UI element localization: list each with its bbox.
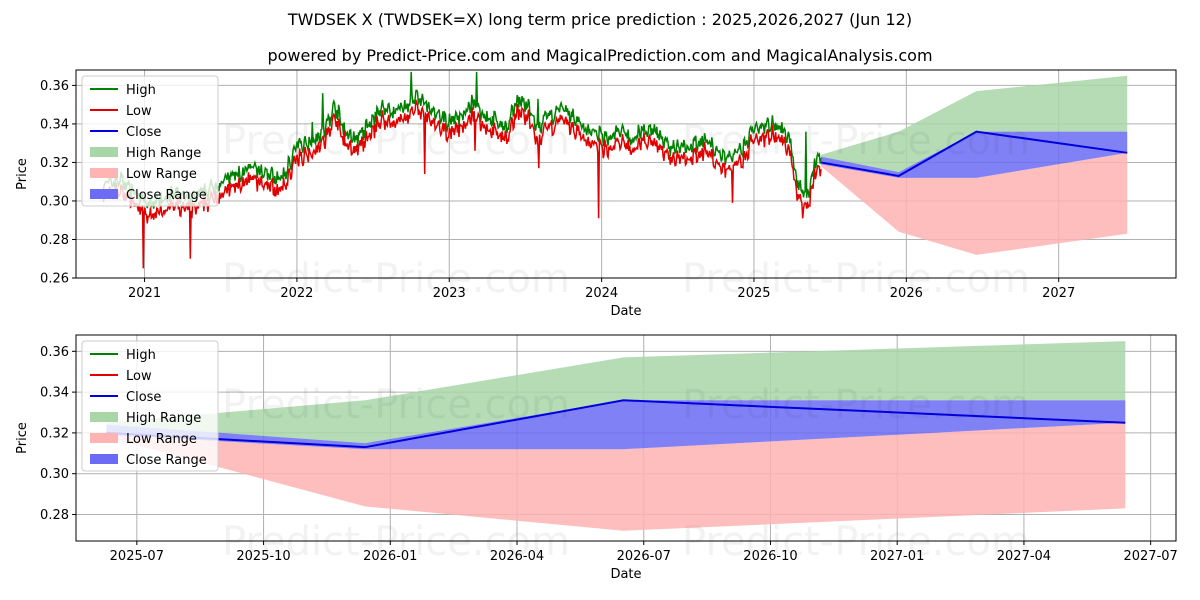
watermark: Predict-Price.com bbox=[222, 519, 570, 565]
high-range-band bbox=[821, 75, 1128, 173]
x-tick-label: 2026-07 bbox=[617, 549, 671, 564]
watermark: Predict-Price.com bbox=[682, 118, 1030, 164]
chart-subtitle: powered by Predict-Price.com and Magical… bbox=[267, 46, 933, 65]
x-tick-label: 2022 bbox=[280, 286, 313, 301]
x-axis-label: Date bbox=[610, 304, 641, 319]
close-range-band bbox=[821, 131, 1128, 178]
x-tick-label: 2026-10 bbox=[743, 549, 797, 564]
legend-swatch bbox=[90, 147, 118, 157]
y-axis-label: Price bbox=[15, 422, 30, 454]
low-range-band bbox=[106, 422, 1126, 531]
low-range-band bbox=[821, 152, 1128, 255]
y-tick-label: 0.28 bbox=[40, 233, 69, 248]
watermark: Predict-Price.com bbox=[222, 256, 570, 302]
y-tick-label: 0.32 bbox=[40, 426, 69, 441]
watermark: Predict-Price.com bbox=[682, 256, 1030, 302]
legend: High Low Close High Range Low Range Close Ran… bbox=[81, 75, 219, 207]
legend-label: Low bbox=[126, 104, 152, 119]
legend-swatch bbox=[90, 168, 118, 178]
close-range-band bbox=[106, 400, 1126, 450]
x-tick-label: 2026-04 bbox=[490, 549, 544, 564]
x-tick-label: 2021 bbox=[128, 286, 161, 301]
high-series-line bbox=[102, 71, 822, 209]
y-tick-label: 0.34 bbox=[40, 386, 69, 401]
plot-area: Predict-Price.com Predict-Price.com bbox=[102, 71, 1128, 269]
legend-swatch bbox=[90, 189, 118, 199]
y-tick-label: 0.36 bbox=[40, 79, 69, 94]
chart-title: TWDSEK X (TWDSEK=X) long term price pred… bbox=[287, 10, 913, 29]
x-tick-label: 2025 bbox=[737, 286, 770, 301]
x-tick-label: 2026-01 bbox=[363, 549, 417, 564]
x-tick-label: 2027-01 bbox=[870, 549, 924, 564]
legend-label: High bbox=[126, 83, 156, 98]
legend-label: Close Range bbox=[126, 188, 207, 203]
x-tick-label: 2025-10 bbox=[236, 549, 290, 564]
x-tick-label: 2024 bbox=[585, 286, 618, 301]
y-tick-label: 0.30 bbox=[40, 194, 69, 209]
x-tick-label: 2026 bbox=[890, 286, 923, 301]
legend-label: Low Range bbox=[126, 432, 197, 447]
y-tick-label: 0.28 bbox=[40, 508, 69, 523]
x-tick-label: 2027 bbox=[1042, 286, 1075, 301]
legend-swatch bbox=[90, 454, 118, 464]
legend-label: High Range bbox=[126, 146, 201, 161]
y-tick-label: 0.26 bbox=[40, 272, 69, 287]
x-tick-label: 2027-07 bbox=[1123, 549, 1177, 564]
legend-label: Close bbox=[126, 125, 161, 140]
legend-swatch bbox=[90, 433, 118, 443]
low-series-line bbox=[102, 99, 822, 269]
x-axis-label: Date bbox=[610, 567, 641, 582]
axes-frame bbox=[75, 69, 1177, 279]
legend-label: High bbox=[126, 348, 156, 363]
y-tick-label: 0.30 bbox=[40, 467, 69, 482]
legend-swatch bbox=[90, 412, 118, 422]
x-tick-label: 2025-07 bbox=[110, 549, 164, 564]
watermark: Predict-Price.com bbox=[222, 382, 570, 428]
close-series-line bbox=[820, 130, 1128, 177]
legend-label: Low bbox=[126, 369, 152, 384]
panel-2: Predict-Price.com Predict-Price.com2025-0… bbox=[15, 334, 1178, 582]
close-series-line bbox=[106, 399, 1126, 449]
plot-area: Predict-Price.com Predict-Price.com bbox=[106, 341, 1126, 531]
legend-label: High Range bbox=[126, 411, 201, 426]
watermark: Predict-Price.com bbox=[682, 519, 1030, 565]
y-axis-label: Price bbox=[15, 158, 30, 190]
y-tick-label: 0.36 bbox=[40, 345, 69, 360]
y-tick-label: 0.32 bbox=[40, 156, 69, 171]
legend-label: Close bbox=[126, 390, 161, 405]
high-range-band bbox=[106, 341, 1126, 444]
x-tick-label: 2023 bbox=[433, 286, 466, 301]
legend-label: Close Range bbox=[126, 453, 207, 468]
legend-label: Low Range bbox=[126, 167, 197, 182]
x-tick-label: 2027-04 bbox=[997, 549, 1051, 564]
axes-frame bbox=[75, 334, 1177, 542]
legend: High Low Close High Range Low Range Close Ran… bbox=[81, 340, 219, 472]
y-tick-label: 0.34 bbox=[40, 117, 69, 132]
